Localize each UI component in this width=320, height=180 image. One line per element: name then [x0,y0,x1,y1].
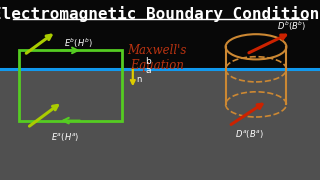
Text: a: a [146,66,151,75]
Text: n: n [136,75,141,84]
Bar [0,69,320,180]
Text: Electromagnetic Boundary Conditions: Electromagnetic Boundary Conditions [0,6,320,22]
Text: $E^a(H^a)$: $E^a(H^a)$ [51,131,80,143]
Text: b: b [146,57,151,66]
Text: $D^a(B^a)$: $D^a(B^a)$ [235,128,264,140]
Text: $D^b(B^b)$: $D^b(B^b)$ [277,20,306,33]
Text: $E^b(H^b)$: $E^b(H^b)$ [64,37,93,50]
Bar [0,0,320,69]
Text: Maxwell's
Equation: Maxwell's Equation [127,44,187,72]
Bar [19,50,122,121]
